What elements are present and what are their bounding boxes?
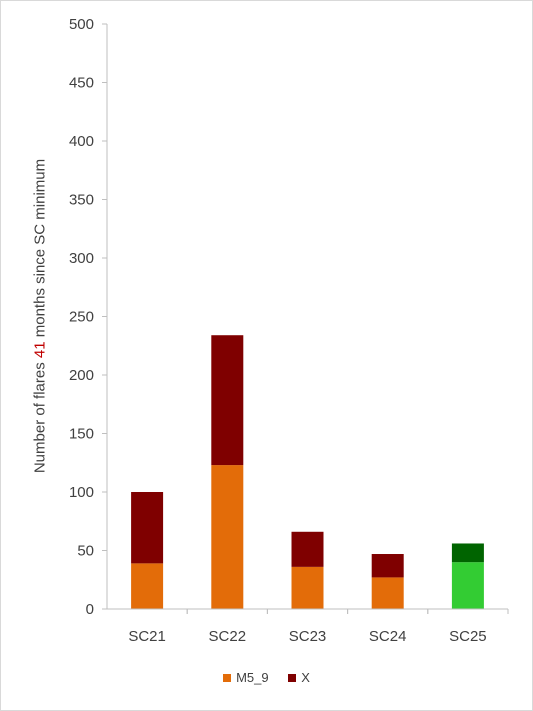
y-tick-label: 100 [69, 484, 94, 501]
y-tick-label: 200 [69, 367, 94, 384]
y-tick-label: 300 [69, 250, 94, 267]
legend-item-m5-9: M5_9 [223, 670, 269, 685]
y-tick-label: 0 [86, 601, 94, 618]
x-tick-label-sc23: SC23 [289, 628, 327, 645]
bar-sc25-m5-9 [451, 562, 484, 609]
axis-layer: 0 50 100 150 200 250 300 350 400 450 500 SC21 SC22 SC… [69, 16, 509, 645]
bar-sc21-x [131, 492, 164, 564]
bar-sc22-x [211, 335, 244, 466]
legend-item-x: X [288, 670, 310, 685]
bars-layer [131, 335, 484, 609]
bar-sc23-m5-9 [291, 566, 324, 609]
bar-sc23-x [291, 531, 324, 567]
y-axis-label-part-1: Number of flares [31, 358, 49, 474]
y-tick-label: 450 [69, 75, 94, 92]
bar-sc24-m5-9 [371, 577, 404, 609]
bar-sc22-m5-9 [211, 465, 244, 609]
legend-swatch-m5-9 [223, 673, 232, 682]
y-tick-label: 150 [69, 426, 94, 443]
bar-sc25-x [451, 543, 484, 563]
x-tick-label-sc24: SC24 [369, 628, 407, 645]
x-tick-label-sc21: SC21 [128, 628, 166, 645]
bar-sc24-x [371, 554, 404, 578]
x-tick-label-sc25: SC25 [449, 628, 487, 645]
x-tick-label-sc22: SC22 [209, 628, 247, 645]
legend-swatch-x [288, 673, 297, 682]
bar-sc21-m5-9 [131, 563, 164, 609]
y-tick-label: 500 [69, 16, 94, 33]
y-axis-label-months-value: 41 [31, 341, 49, 359]
y-tick-label: 250 [69, 309, 94, 326]
y-tick-label: 400 [69, 133, 94, 150]
legend: M5_9 X [0, 669, 533, 685]
y-tick-label: 50 [77, 543, 94, 560]
legend-label-x: X [301, 670, 310, 686]
legend-label-m5-9: M5_9 [236, 670, 269, 686]
y-axis-label-part-2: months since SC minimum [31, 158, 49, 342]
y-tick-label: 350 [69, 192, 94, 209]
